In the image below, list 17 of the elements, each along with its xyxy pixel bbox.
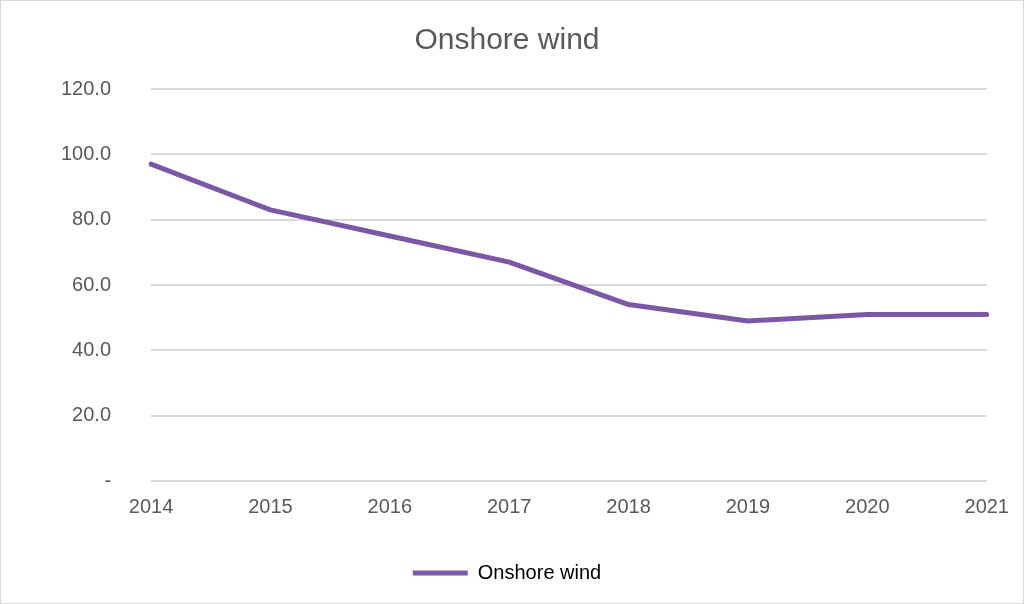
y-tick-label: 60.0: [72, 272, 112, 295]
x-tick-label: 2021: [964, 494, 1009, 517]
y-tick-label: 40.0: [72, 337, 112, 360]
x-tick-label: 2020: [845, 494, 890, 517]
y-tick-label: -: [104, 468, 112, 491]
x-tick-label: 2015: [248, 494, 293, 517]
chart-title: Onshore wind: [414, 22, 600, 56]
x-tick-label: 2017: [486, 494, 532, 517]
x-tick-label: 2019: [725, 494, 771, 517]
y-tick-label: 100.0: [60, 141, 112, 164]
x-tick-label: 2016: [367, 494, 413, 517]
x-tick-label: 2018: [606, 494, 651, 517]
y-tick-label: 120.0: [60, 76, 112, 99]
y-tick-label: 20.0: [72, 403, 112, 426]
x-tick-label: 2014: [128, 494, 174, 517]
y-tick-label: 80.0: [72, 207, 112, 230]
legend-label: Onshore wind: [477, 560, 602, 583]
